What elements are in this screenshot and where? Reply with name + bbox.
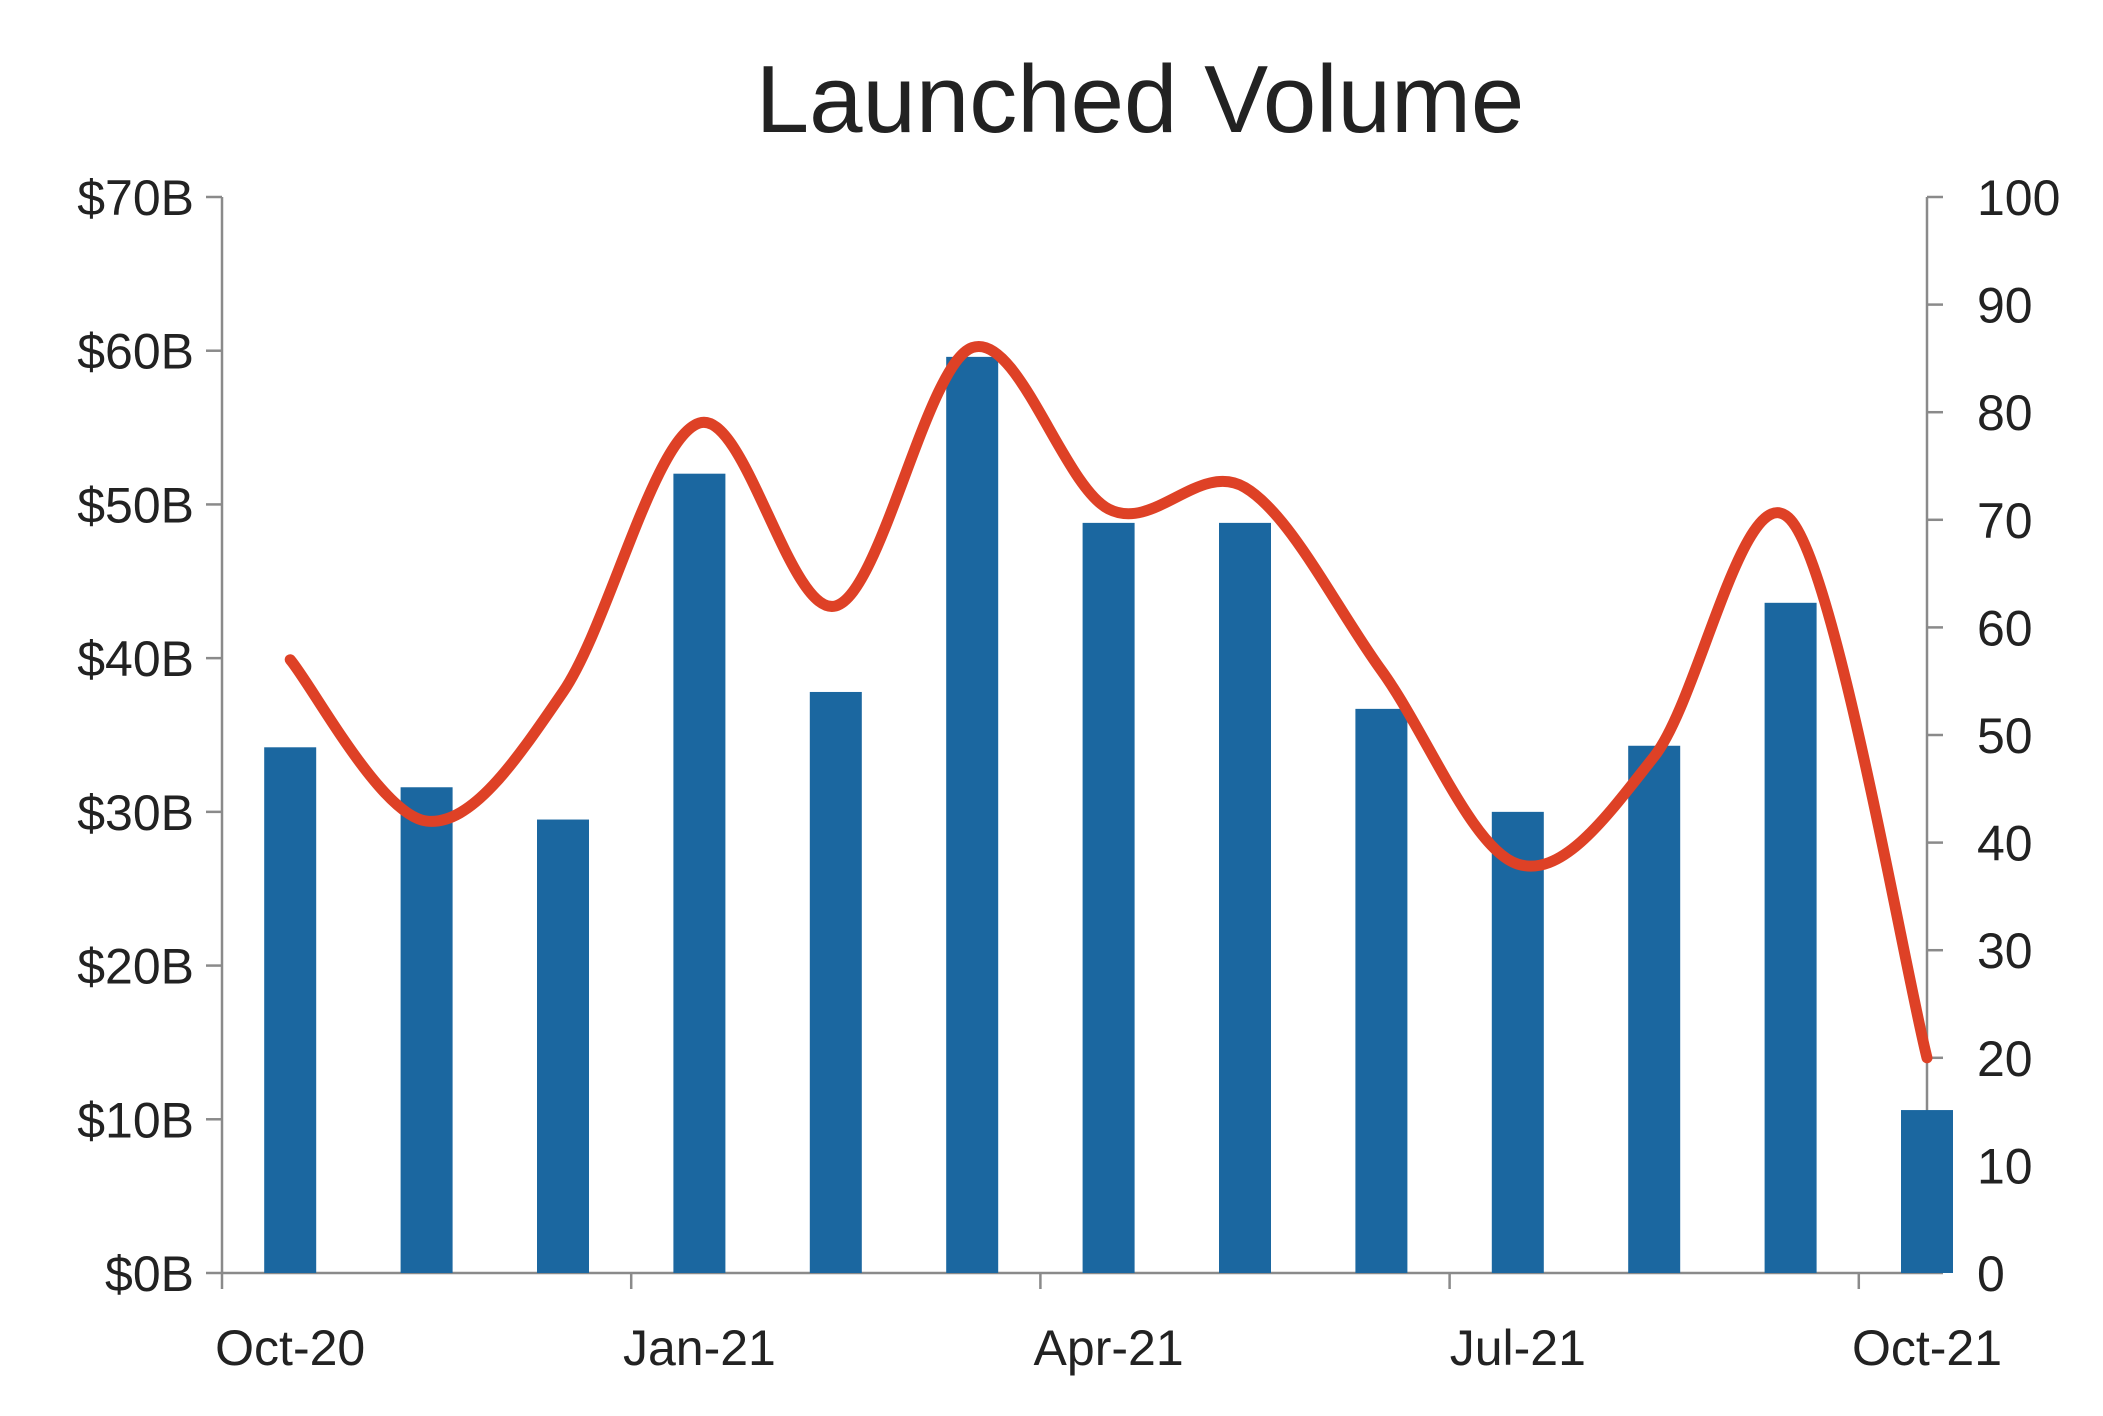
x-tick-label: Apr-21 — [1034, 1320, 1184, 1376]
x-tick-label: Oct-20 — [215, 1320, 365, 1376]
bar-oct-21 — [1901, 1110, 1953, 1273]
bar-sep-21 — [1764, 602, 1817, 1273]
bar-series — [264, 356, 1953, 1274]
right-tick-label: 50 — [1977, 708, 2033, 764]
right-tick-label: 90 — [1977, 278, 2033, 334]
line-series — [284, 341, 1933, 1064]
bar-aug-21 — [1628, 745, 1681, 1273]
right-tick-label: 100 — [1977, 170, 2060, 226]
right-tick-label: 70 — [1977, 493, 2033, 549]
left-tick-label: $0B — [105, 1246, 194, 1302]
chart-title: Launched Volume — [756, 46, 1525, 153]
bar-apr-21 — [1082, 522, 1135, 1273]
x-tick-label: Jul-21 — [1450, 1320, 1586, 1376]
bar-jul-21 — [1491, 811, 1544, 1273]
left-tick-label: $70B — [77, 170, 194, 226]
bar-feb-21 — [809, 691, 862, 1273]
right-tick-label: 40 — [1977, 816, 2033, 872]
bar-nov-20 — [400, 787, 453, 1273]
left-tick-label: $30B — [77, 785, 194, 841]
right-tick-label: 80 — [1977, 385, 2033, 441]
bar-dec-20 — [537, 819, 589, 1273]
right-tick-label: 0 — [1977, 1246, 2005, 1302]
count-line — [284, 341, 1933, 1064]
right-tick-label: 10 — [1977, 1138, 2033, 1194]
tick-labels: $0B $10B $20B $30B $40B $50B $60B $70B 0 10 20 30 40… — [77, 170, 2060, 1376]
bar-oct-20 — [264, 747, 317, 1273]
left-tick-label: $40B — [77, 631, 194, 687]
left-tick-label: $50B — [77, 477, 194, 533]
bar-mar-21 — [946, 356, 999, 1273]
right-tick-label: 20 — [1977, 1031, 2033, 1087]
left-tick-label: $10B — [77, 1092, 194, 1148]
axes — [206, 195, 1943, 1289]
bar-jun-21 — [1355, 708, 1408, 1273]
x-tick-label: Oct-21 — [1852, 1320, 2002, 1376]
x-tick-label: Jan-21 — [623, 1320, 776, 1376]
bar-jan-21 — [673, 473, 726, 1274]
right-tick-label: 60 — [1977, 600, 2033, 656]
bar-may-21 — [1219, 522, 1271, 1273]
left-tick-label: $60B — [77, 324, 194, 380]
right-tick-label: 30 — [1977, 923, 2033, 979]
left-tick-label: $20B — [77, 939, 194, 995]
